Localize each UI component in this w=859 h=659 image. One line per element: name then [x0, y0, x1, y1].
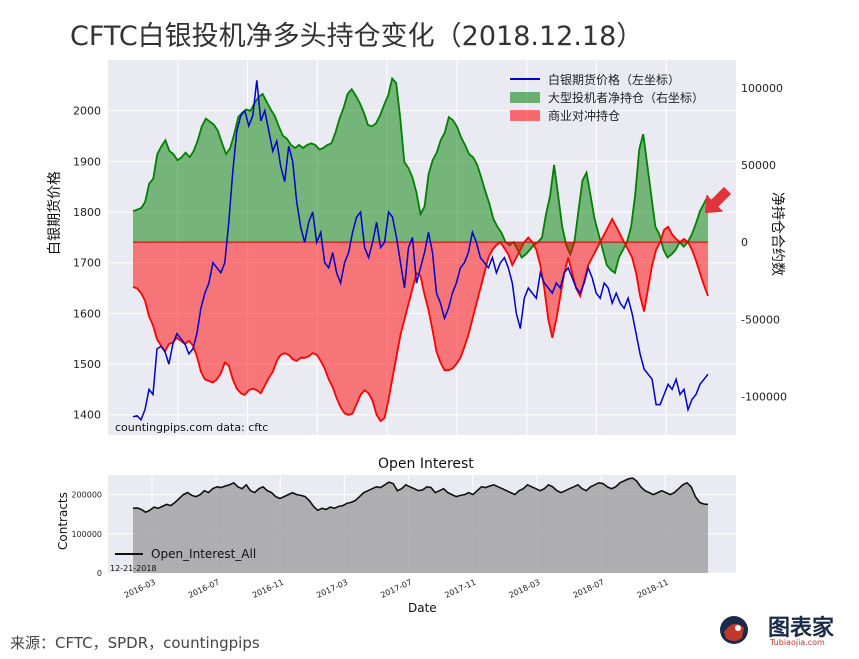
- legend-swatch-price: [510, 78, 540, 80]
- main-legend: 白银期货价格（左坐标） 大型投机者净持仓（右坐标） 商业对冲持仓: [510, 70, 704, 124]
- legend-swatch-commercial: [510, 109, 540, 121]
- oi-x-tick-label: 2018-03: [507, 578, 541, 600]
- speculators-line: [132, 76, 709, 275]
- oi-y-tick-label: 200000: [71, 491, 102, 500]
- left-tick-label: 1500: [73, 358, 101, 371]
- left-tick-label: 1800: [73, 206, 101, 219]
- oi-x-ticks: 2016-03 2016-07 2016-11 2017-03 2017-07 2017-…: [123, 578, 670, 600]
- legend-item-commercial: 商业对冲持仓: [510, 106, 704, 124]
- oi-x-tick-label: 2016-03: [123, 578, 157, 600]
- oi-area: [132, 477, 709, 573]
- logo-subtext: Tubiaojia.com: [770, 638, 825, 647]
- right-tick-label: 100000: [741, 82, 783, 95]
- oi-x-tick-label: 2018-11: [636, 578, 670, 600]
- oi-x-tick-label: 2017-03: [315, 578, 349, 600]
- left-tick-label: 1900: [73, 155, 101, 168]
- legend-item-speculators: 大型投机者净持仓（右坐标）: [510, 88, 704, 106]
- oi-x-axis-title: Date: [408, 601, 437, 615]
- right-tick-label: 0: [741, 236, 748, 249]
- oi-x-tick-label: 2017-07: [379, 578, 413, 600]
- legend-label-commercial: 商业对冲持仓: [548, 108, 621, 123]
- legend-label-speculators: 大型投机者净持仓（右坐标）: [548, 90, 705, 105]
- oi-y-ticks: 0 100000 200000: [71, 491, 102, 578]
- right-axis-title: 净持仓合约数: [769, 192, 785, 276]
- oi-fill: [133, 478, 708, 573]
- oi-legend-label: Open_Interest_All: [151, 547, 257, 561]
- left-tick-label: 2000: [73, 105, 101, 118]
- left-tick-label: 1700: [73, 257, 101, 270]
- chart-watermark: countingpips.com data: cftc: [115, 421, 269, 434]
- logo-text: 图表家: [768, 616, 835, 641]
- oi-x-tick-label: 2016-11: [251, 578, 285, 600]
- oi-legend-swatch: [115, 553, 143, 555]
- left-axis-title: 白银期货价格: [47, 171, 63, 255]
- logo: 图表家 Tubiaojia.com: [712, 604, 852, 654]
- left-tick-label: 1600: [73, 307, 101, 320]
- right-axis-ticks: 100000 50000 0 -50000 -100000: [741, 82, 787, 404]
- left-tick-label: 1400: [73, 409, 101, 422]
- main-areas: [132, 76, 709, 423]
- legend-item-price: 白银期货价格（左坐标）: [510, 70, 704, 88]
- right-tick-label: -50000: [741, 313, 780, 326]
- oi-x-tick-label: 2016-07: [187, 578, 221, 600]
- logo-icon: [720, 616, 748, 644]
- oi-y-axis-title: Contracts: [56, 492, 70, 550]
- page-title: CFTC白银投机净多头持仓变化（2018.12.18）: [70, 21, 644, 52]
- legend-swatch-speculators: [510, 91, 540, 103]
- oi-x-tick-label: 2017-11: [443, 578, 477, 600]
- oi-y-tick-label: 0: [97, 569, 102, 578]
- commercial-line: [132, 217, 709, 423]
- highlight-arrow: [704, 186, 732, 214]
- oi-legend: Open_Interest_All: [115, 547, 256, 561]
- oi-date-label: 12-21-2018: [110, 564, 157, 573]
- main-lines: [132, 80, 709, 422]
- oi-x-tick-label: 2018-07: [572, 578, 606, 600]
- legend-label-price: 白银期货价格（左坐标）: [548, 72, 681, 87]
- speculators-area: [133, 78, 708, 273]
- price-line: [132, 80, 709, 422]
- oi-chart-title: Open Interest: [378, 456, 474, 472]
- footer-source: 来源：CFTC，SPDR，countingpips: [10, 634, 260, 652]
- right-tick-label: 50000: [741, 159, 776, 172]
- right-tick-label: -100000: [741, 390, 787, 403]
- oi-line: [132, 477, 709, 514]
- oi-y-tick-label: 100000: [71, 530, 102, 539]
- left-axis-ticks: 1400 1500 1600 1700 1800 1900 2000: [73, 105, 101, 422]
